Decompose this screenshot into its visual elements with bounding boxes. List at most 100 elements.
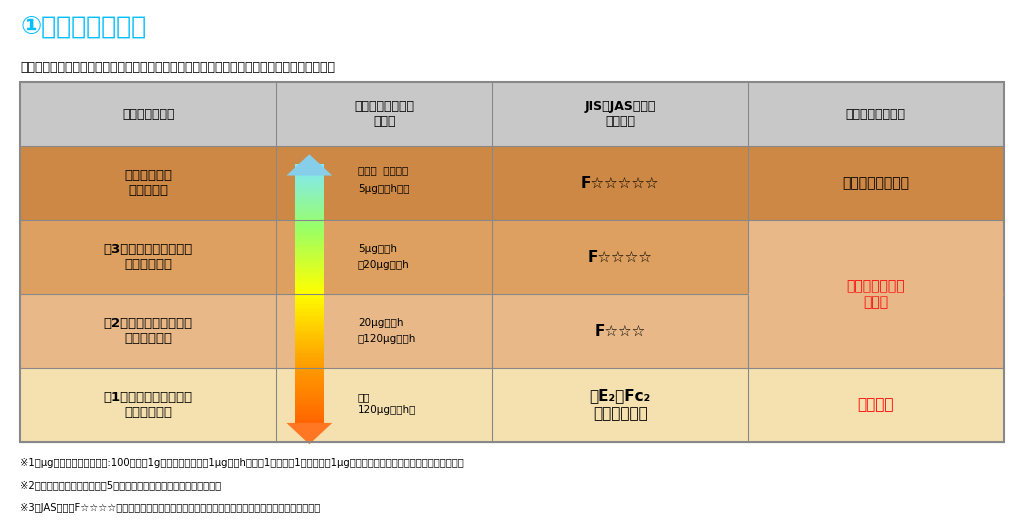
FancyBboxPatch shape (276, 368, 493, 442)
FancyBboxPatch shape (295, 203, 324, 206)
Text: 20μg／㎡h: 20μg／㎡h (358, 318, 403, 328)
FancyBboxPatch shape (295, 417, 324, 420)
FancyBboxPatch shape (276, 220, 493, 294)
Text: 使用面積が制限
される: 使用面積が制限 される (847, 279, 905, 309)
FancyBboxPatch shape (295, 216, 324, 219)
FancyBboxPatch shape (295, 237, 324, 240)
FancyBboxPatch shape (295, 234, 324, 237)
FancyBboxPatch shape (295, 304, 324, 307)
FancyBboxPatch shape (295, 325, 324, 328)
FancyBboxPatch shape (295, 371, 324, 374)
FancyBboxPatch shape (295, 170, 324, 173)
FancyBboxPatch shape (295, 332, 324, 335)
FancyBboxPatch shape (295, 358, 324, 361)
FancyBboxPatch shape (295, 311, 324, 314)
FancyBboxPatch shape (295, 268, 324, 271)
FancyBboxPatch shape (295, 407, 324, 410)
FancyBboxPatch shape (295, 219, 324, 222)
FancyBboxPatch shape (295, 394, 324, 397)
FancyBboxPatch shape (295, 280, 324, 284)
FancyBboxPatch shape (295, 381, 324, 384)
FancyBboxPatch shape (295, 201, 324, 204)
FancyBboxPatch shape (295, 301, 324, 304)
Text: 120μg／㎡h超: 120μg／㎡h超 (358, 405, 417, 415)
FancyBboxPatch shape (295, 294, 324, 296)
FancyBboxPatch shape (276, 294, 493, 368)
FancyBboxPatch shape (295, 273, 324, 276)
FancyBboxPatch shape (295, 221, 324, 225)
Text: 内装仕上げに使用するホルムアルデヒドを発散する建材には、次のような制限が行われます。: 内装仕上げに使用するホルムアルデヒドを発散する建材には、次のような制限が行われま… (20, 61, 336, 74)
FancyBboxPatch shape (493, 220, 748, 294)
FancyBboxPatch shape (493, 146, 748, 220)
FancyBboxPatch shape (295, 291, 324, 294)
FancyBboxPatch shape (295, 270, 324, 273)
FancyBboxPatch shape (295, 296, 324, 299)
Text: ホルムアルデヒド
の発散: ホルムアルデヒド の発散 (354, 101, 414, 128)
Text: ①建築材料の区分: ①建築材料の区分 (20, 16, 146, 40)
Polygon shape (287, 423, 332, 444)
FancyBboxPatch shape (295, 376, 324, 379)
FancyBboxPatch shape (295, 177, 324, 180)
FancyBboxPatch shape (295, 247, 324, 250)
FancyBboxPatch shape (295, 350, 324, 353)
FancyBboxPatch shape (295, 327, 324, 330)
FancyBboxPatch shape (748, 146, 1004, 220)
FancyBboxPatch shape (295, 337, 324, 340)
Text: 第1種ホルムアルデヒド
発散建築材料: 第1種ホルムアルデヒド 発散建築材料 (103, 390, 193, 419)
FancyBboxPatch shape (493, 368, 748, 442)
FancyBboxPatch shape (20, 82, 1004, 146)
FancyBboxPatch shape (20, 294, 276, 368)
Text: 5μg／㎡h以下: 5μg／㎡h以下 (358, 184, 410, 194)
FancyBboxPatch shape (295, 255, 324, 258)
FancyBboxPatch shape (295, 420, 324, 423)
Text: 少ない  放散速度: 少ない 放散速度 (358, 165, 409, 175)
FancyBboxPatch shape (295, 206, 324, 209)
FancyBboxPatch shape (276, 146, 493, 220)
FancyBboxPatch shape (295, 399, 324, 402)
Text: 使用禁止: 使用禁止 (857, 397, 894, 412)
FancyBboxPatch shape (295, 262, 324, 265)
FancyBboxPatch shape (295, 347, 324, 351)
FancyBboxPatch shape (295, 340, 324, 343)
FancyBboxPatch shape (295, 345, 324, 348)
FancyBboxPatch shape (295, 363, 324, 366)
Text: F☆☆☆☆: F☆☆☆☆ (588, 250, 652, 264)
Text: 建築基準法の
規制対象外: 建築基準法の 規制対象外 (124, 169, 172, 197)
Text: 内装仕上げの制限: 内装仕上げの制限 (846, 108, 905, 121)
FancyBboxPatch shape (295, 365, 324, 369)
Text: 多い: 多い (358, 392, 371, 402)
FancyBboxPatch shape (295, 288, 324, 292)
FancyBboxPatch shape (295, 244, 324, 247)
FancyBboxPatch shape (295, 402, 324, 405)
FancyBboxPatch shape (295, 231, 324, 235)
FancyBboxPatch shape (295, 229, 324, 232)
FancyBboxPatch shape (295, 164, 324, 168)
FancyBboxPatch shape (295, 309, 324, 312)
FancyBboxPatch shape (295, 343, 324, 346)
FancyBboxPatch shape (295, 306, 324, 310)
Text: F☆☆☆☆☆: F☆☆☆☆☆ (581, 176, 659, 190)
Polygon shape (287, 154, 332, 176)
FancyBboxPatch shape (295, 314, 324, 317)
FancyBboxPatch shape (295, 384, 324, 387)
Text: ※2　建築物の部分に使用して5年経過したものについては、制限なし。: ※2 建築物の部分に使用して5年経過したものについては、制限なし。 (20, 480, 221, 491)
FancyBboxPatch shape (295, 226, 324, 229)
FancyBboxPatch shape (295, 257, 324, 260)
FancyBboxPatch shape (295, 396, 324, 400)
FancyBboxPatch shape (295, 283, 324, 286)
FancyBboxPatch shape (295, 224, 324, 227)
FancyBboxPatch shape (295, 185, 324, 188)
FancyBboxPatch shape (295, 389, 324, 392)
FancyBboxPatch shape (295, 190, 324, 193)
FancyBboxPatch shape (748, 368, 1004, 442)
FancyBboxPatch shape (295, 252, 324, 255)
FancyBboxPatch shape (295, 368, 324, 371)
FancyBboxPatch shape (295, 211, 324, 214)
Text: ※1　μg（マイクログラム）:100万分の1gの重さ。放散速度1μg／㎡hは建材1㎡につき1時間当たり1μgの化学物質が発散されることをいいます。: ※1 μg（マイクログラム）:100万分の1gの重さ。放散速度1μg／㎡hは建材… (20, 458, 464, 468)
FancyBboxPatch shape (20, 220, 276, 294)
Text: 5μg／㎡h: 5μg／㎡h (358, 244, 397, 254)
FancyBboxPatch shape (748, 220, 1004, 368)
Text: 旧E₂、Fc₂
又は表示なし: 旧E₂、Fc₂ 又は表示なし (590, 388, 651, 421)
Text: 第3種ホルムアルデヒド
発散建築材料: 第3種ホルムアルデヒド 発散建築材料 (103, 243, 193, 271)
FancyBboxPatch shape (295, 319, 324, 322)
